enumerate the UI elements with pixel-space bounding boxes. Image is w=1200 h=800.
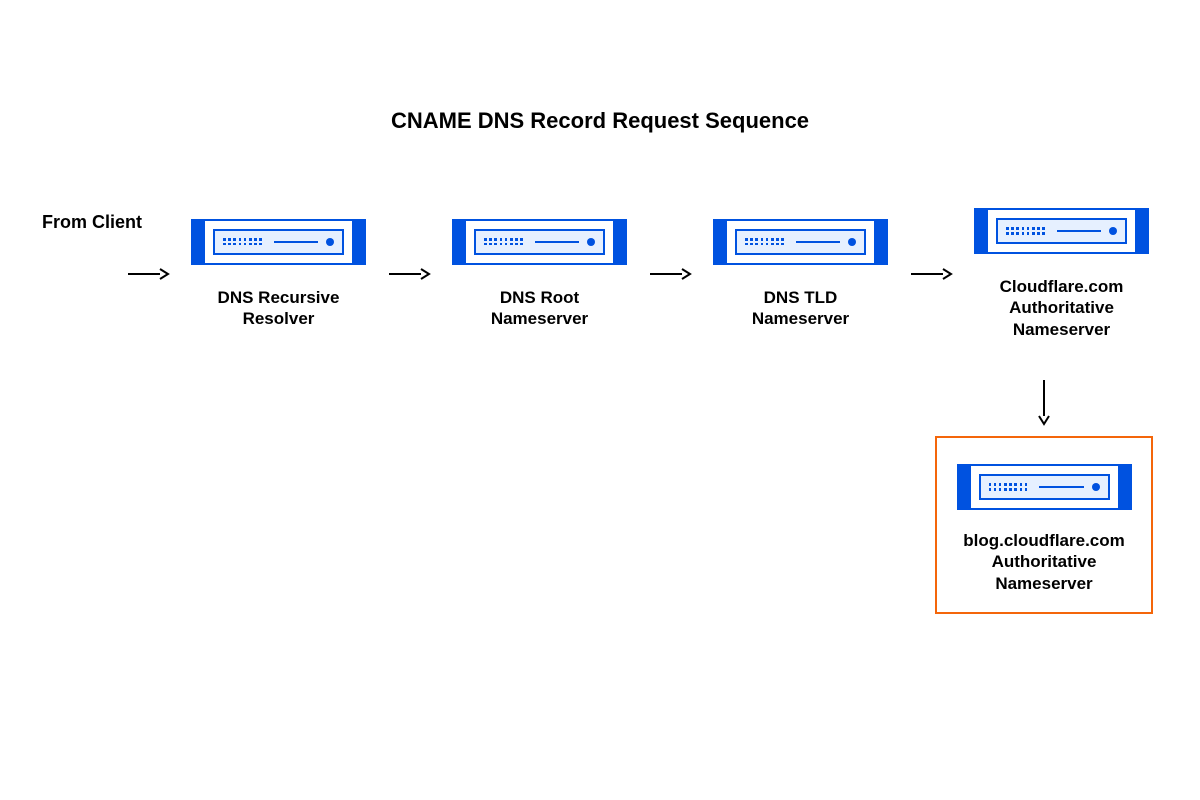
- arrow-down: [1037, 378, 1051, 426]
- server-icon: [191, 219, 366, 265]
- arrow-1: [381, 267, 437, 281]
- node-label: DNS TLD Nameserver: [752, 287, 849, 330]
- server-icon: [974, 208, 1149, 254]
- server-icon: [957, 464, 1132, 510]
- highlight-box-final: blog.cloudflare.com Authoritative Namese…: [935, 436, 1153, 614]
- node-dns-root-nameserver: DNS Root Nameserver: [437, 219, 642, 330]
- arrow-2: [642, 267, 698, 281]
- node-dns-tld-nameserver: DNS TLD Nameserver: [698, 219, 903, 330]
- diagram-title: CNAME DNS Record Request Sequence: [391, 108, 809, 134]
- node-label: blog.cloudflare.com Authoritative Namese…: [963, 530, 1125, 594]
- node-cloudflare-authoritative: Cloudflare.com Authoritative Nameserver: [959, 208, 1164, 340]
- server-icon: [452, 219, 627, 265]
- arrow-3: [903, 267, 959, 281]
- server-row: DNS Recursive Resolver DNS Root Nameserv…: [120, 208, 1164, 340]
- arrow-from-client: [120, 267, 176, 281]
- node-label: DNS Recursive Resolver: [218, 287, 340, 330]
- node-label: DNS Root Nameserver: [491, 287, 588, 330]
- node-dns-recursive-resolver: DNS Recursive Resolver: [176, 219, 381, 330]
- server-icon: [713, 219, 888, 265]
- node-label: Cloudflare.com Authoritative Nameserver: [1000, 276, 1124, 340]
